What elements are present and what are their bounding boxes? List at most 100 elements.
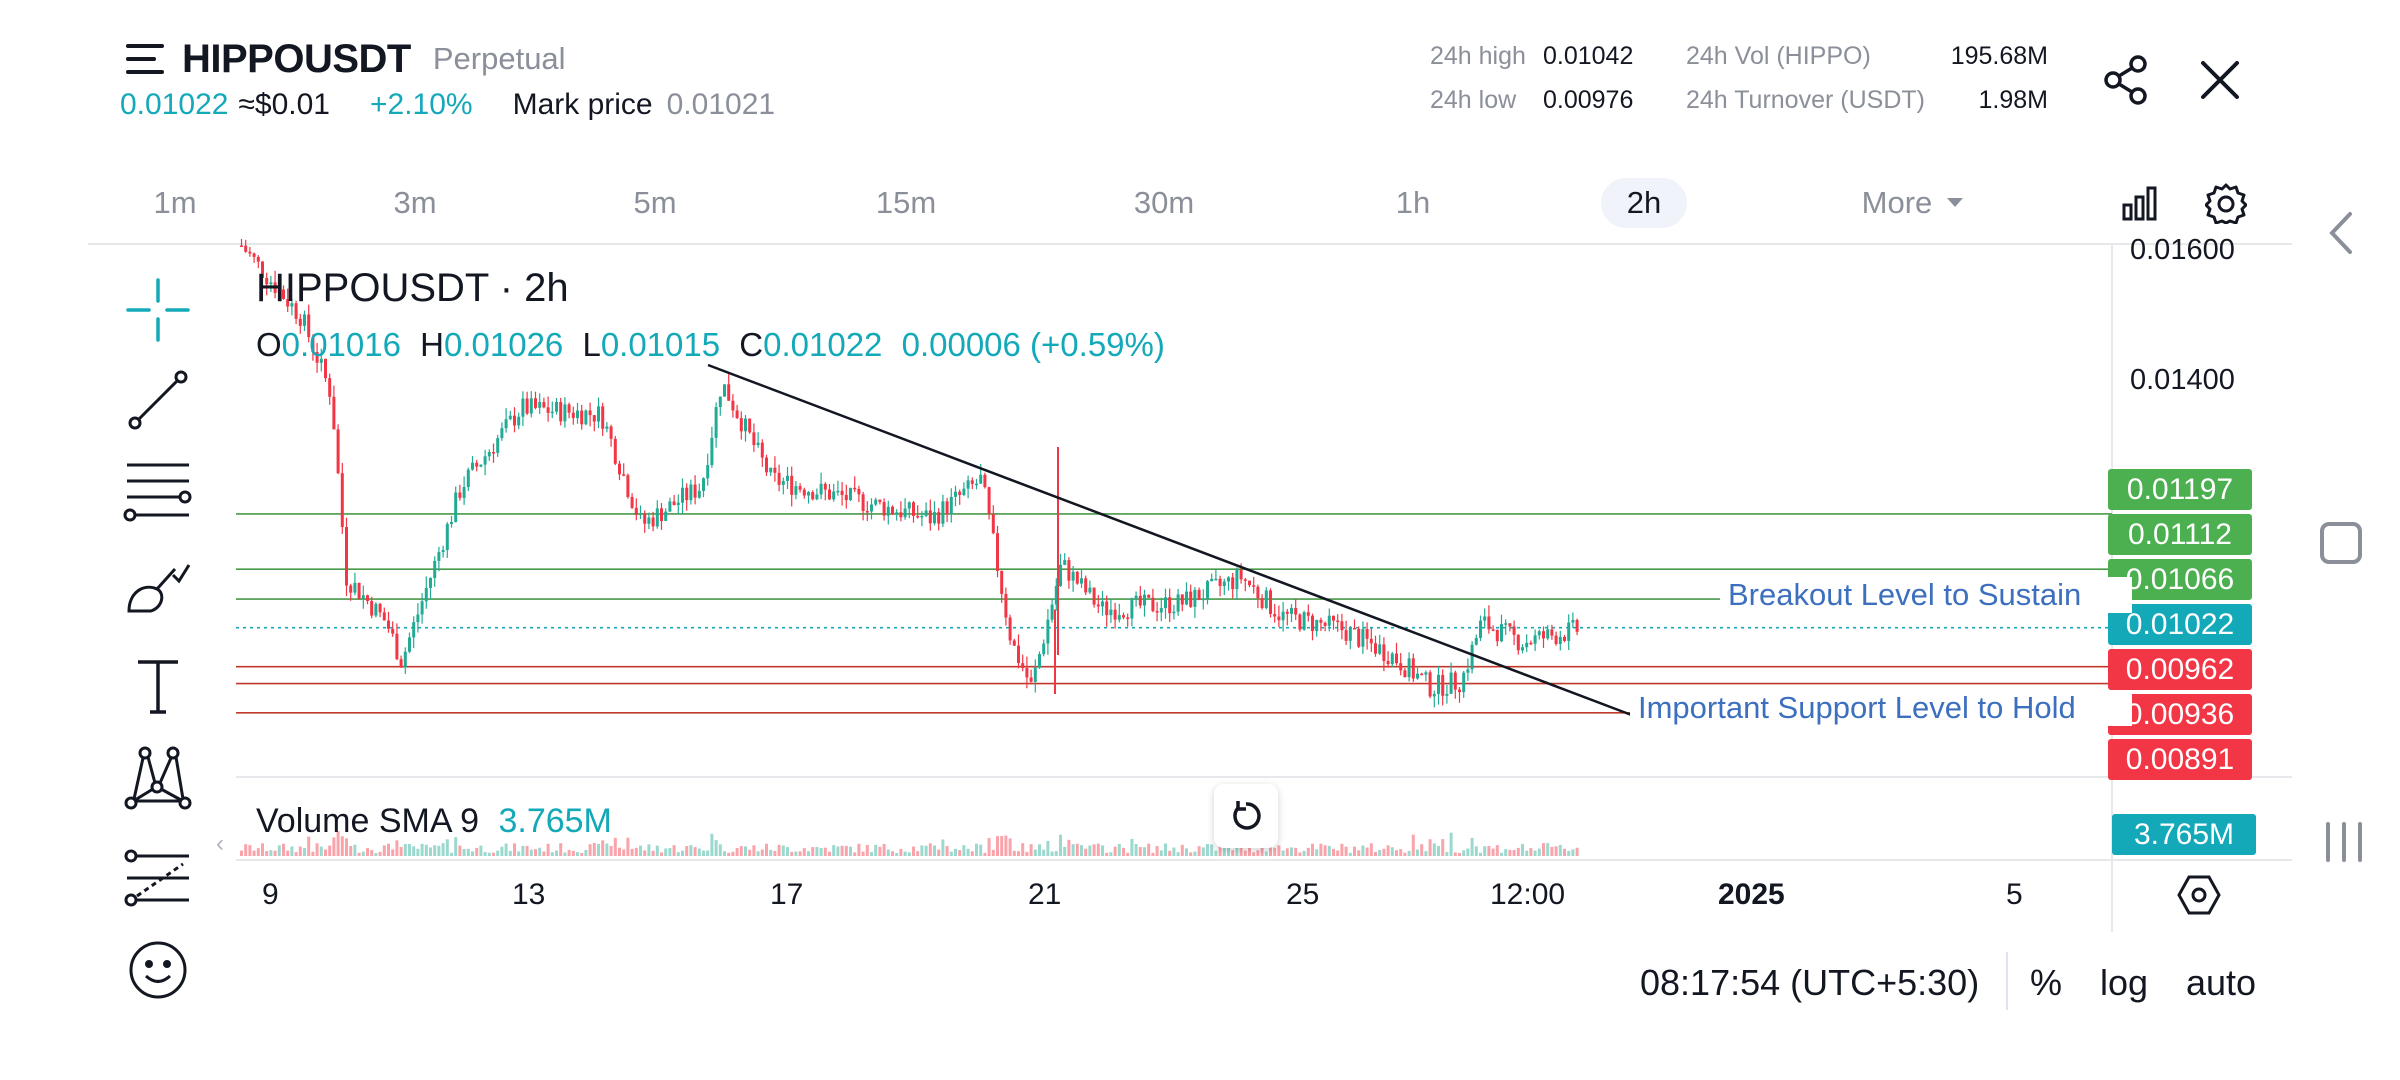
hamburger-icon[interactable] bbox=[126, 42, 164, 76]
volume-bar bbox=[748, 849, 752, 856]
volume-bar bbox=[1193, 851, 1197, 856]
volume-bar bbox=[1449, 832, 1453, 856]
candle-body bbox=[500, 428, 504, 439]
volume-bar bbox=[664, 848, 668, 856]
candle-body bbox=[790, 475, 794, 495]
candle-body bbox=[949, 496, 953, 515]
tf-1m[interactable]: 1m bbox=[153, 185, 197, 220]
volume-bar bbox=[1403, 852, 1407, 856]
volume-bar bbox=[1080, 845, 1083, 856]
candle-body bbox=[962, 488, 966, 495]
candle-body bbox=[340, 473, 344, 528]
volume-bar bbox=[626, 837, 630, 856]
volume-bar bbox=[639, 845, 642, 856]
fib-levels-icon[interactable] bbox=[120, 452, 196, 528]
tf-30m[interactable]: 30m bbox=[1133, 185, 1195, 220]
share-icon[interactable] bbox=[2096, 50, 2156, 110]
candle-body bbox=[290, 303, 294, 307]
back-arrow-icon[interactable] bbox=[2320, 210, 2366, 256]
recents-icon[interactable] bbox=[2320, 818, 2368, 866]
volume-bar bbox=[958, 850, 962, 856]
volume-bar bbox=[466, 848, 470, 856]
undo-icon[interactable] bbox=[1214, 784, 1278, 848]
volume-bar bbox=[1126, 852, 1130, 856]
clock[interactable]: 08:17:54 (UTC+5:30) bbox=[1640, 962, 1980, 1003]
log-toggle[interactable]: log bbox=[2100, 962, 2149, 1003]
volume-bar bbox=[1369, 843, 1373, 856]
more-timeframes-button[interactable]: More bbox=[1848, 178, 1978, 228]
candle-body bbox=[1495, 629, 1499, 642]
l-value: 0.01015 bbox=[600, 326, 721, 363]
volume-bar bbox=[382, 845, 386, 856]
emoji-icon[interactable] bbox=[120, 932, 196, 1008]
candle-body bbox=[357, 582, 361, 599]
volume-bar bbox=[1227, 845, 1230, 856]
level-tag: 0.01066 bbox=[2108, 559, 2252, 600]
candle-body bbox=[987, 487, 991, 515]
candle-body bbox=[1201, 598, 1205, 601]
trend-line-icon[interactable] bbox=[120, 362, 196, 438]
candle-body bbox=[618, 463, 621, 475]
volume-bar bbox=[580, 852, 584, 856]
volume-bar bbox=[1340, 843, 1344, 856]
pattern-icon[interactable] bbox=[120, 740, 196, 816]
candle-body bbox=[899, 512, 903, 518]
candle-body bbox=[1474, 637, 1478, 645]
candle-body bbox=[1437, 674, 1440, 694]
breakout-annotation[interactable]: Breakout Level to Sustain bbox=[1720, 577, 2132, 613]
volume-bar bbox=[1101, 845, 1104, 856]
close-icon[interactable] bbox=[2190, 50, 2250, 110]
text-icon[interactable] bbox=[120, 648, 196, 724]
candle-body bbox=[517, 416, 521, 426]
auto-toggle[interactable]: auto bbox=[2186, 962, 2257, 1003]
candle-body bbox=[1319, 619, 1323, 623]
candle-body bbox=[676, 502, 680, 506]
volume-bar bbox=[1558, 844, 1562, 856]
candle-body bbox=[1462, 672, 1466, 693]
collapse-chevron-icon[interactable]: ‹ bbox=[216, 830, 224, 857]
volume-bar bbox=[895, 852, 899, 856]
time-axis-label: 25 bbox=[1286, 878, 1320, 911]
tf-5m[interactable]: 5m bbox=[633, 185, 677, 220]
gear-icon[interactable] bbox=[2196, 173, 2256, 233]
axis-settings-icon[interactable] bbox=[2176, 872, 2222, 918]
volume-bar bbox=[1206, 844, 1209, 856]
volume-bar bbox=[702, 850, 705, 856]
candle-body bbox=[966, 480, 970, 489]
support-annotation[interactable]: Important Support Level to Hold bbox=[1630, 690, 2132, 726]
candle-body bbox=[1105, 601, 1109, 616]
candle-body bbox=[844, 494, 848, 501]
symbol-name[interactable]: HIPPOUSDT bbox=[182, 36, 411, 81]
candle-body bbox=[307, 314, 311, 338]
volume-bar bbox=[391, 849, 395, 856]
candle-body bbox=[752, 432, 756, 446]
tf-3m[interactable]: 3m bbox=[393, 185, 437, 220]
candle-body bbox=[1101, 601, 1104, 607]
candle-body bbox=[655, 508, 659, 527]
volume-bar bbox=[332, 837, 336, 856]
percent-toggle[interactable]: % bbox=[2030, 962, 2063, 1003]
candle-body bbox=[798, 486, 802, 490]
crosshair-icon[interactable] bbox=[120, 272, 196, 348]
tf-2h[interactable]: 2h bbox=[1601, 178, 1687, 228]
volume-bar bbox=[1306, 847, 1310, 856]
forecast-icon[interactable] bbox=[120, 840, 196, 916]
candle-body bbox=[399, 659, 403, 668]
candle-body bbox=[1168, 597, 1172, 614]
brush-icon[interactable] bbox=[120, 548, 196, 624]
candle-body bbox=[261, 261, 264, 278]
tf-1h[interactable]: 1h bbox=[1395, 185, 1431, 220]
volume-bar bbox=[1012, 850, 1016, 856]
h-label: H bbox=[420, 326, 444, 363]
bar-chart-icon[interactable] bbox=[2110, 173, 2170, 233]
volume-bar bbox=[1180, 844, 1184, 856]
volume-bar bbox=[1260, 847, 1264, 856]
home-square-icon[interactable] bbox=[2318, 518, 2366, 566]
candle-body bbox=[1033, 667, 1037, 682]
candle-body bbox=[903, 508, 907, 518]
candle-body bbox=[277, 289, 281, 294]
volume-bar bbox=[790, 851, 794, 856]
tf-15m[interactable]: 15m bbox=[875, 185, 937, 220]
volume-bar bbox=[508, 850, 512, 856]
